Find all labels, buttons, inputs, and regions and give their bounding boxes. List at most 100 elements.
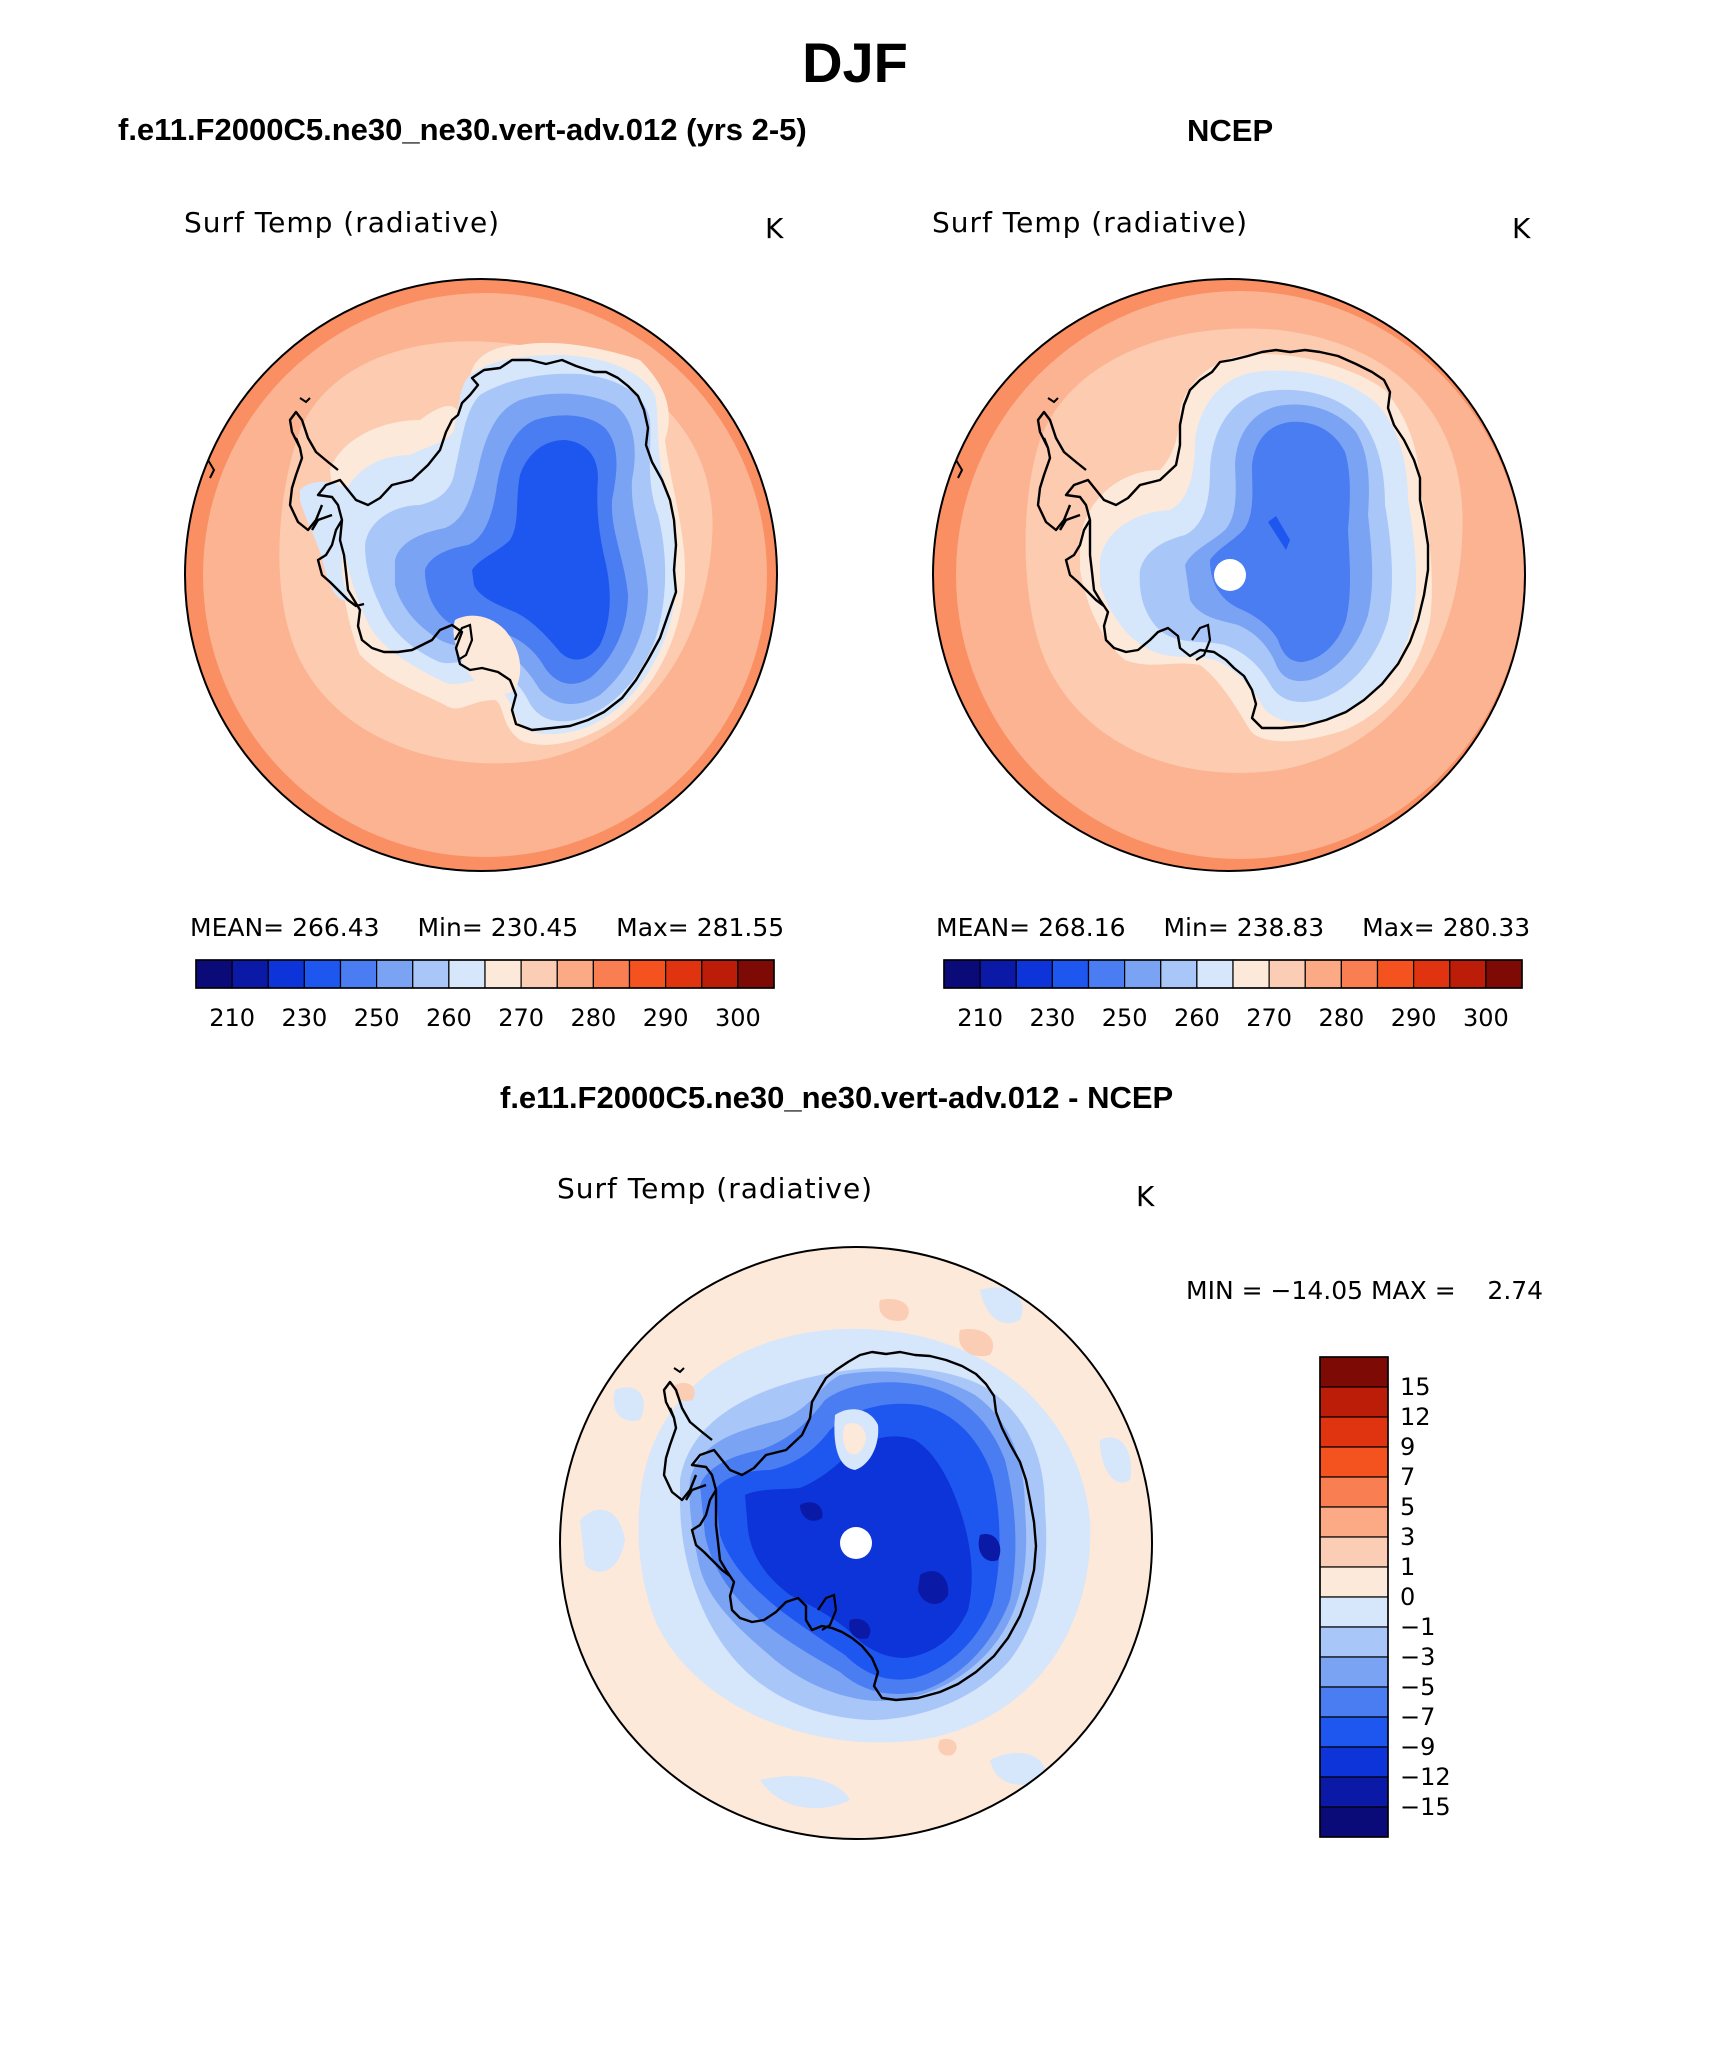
diff-colorbar-swatch bbox=[1319, 1446, 1389, 1478]
diff-colorbar-swatch bbox=[1319, 1686, 1389, 1718]
ncep-ice-deep bbox=[1210, 421, 1350, 662]
diff-ross-coast bbox=[817, 1593, 838, 1631]
diff-colorbar-tick-label: 0 bbox=[1400, 1583, 1415, 1611]
diff-island bbox=[673, 1367, 685, 1374]
ncep-colorbar: 210 230 250 260 270 280 290 300 bbox=[943, 959, 1523, 1032]
ncep-colorbar-tick-label: 230 bbox=[1029, 1004, 1075, 1032]
model-coastline bbox=[316, 358, 678, 732]
ncep-variable-label: Surf Temp (radiative) bbox=[932, 206, 1249, 239]
model-colorbar-swatch bbox=[737, 959, 775, 989]
model-colorbar-tick-label: 260 bbox=[426, 1004, 472, 1032]
diff-colorbar-tick-label: −15 bbox=[1400, 1793, 1451, 1821]
model-max-value: 281.55 bbox=[696, 913, 785, 942]
model-ross-coast bbox=[454, 623, 474, 661]
ncep-colorbar-swatch bbox=[1196, 959, 1234, 989]
ncep-mean-value: 268.16 bbox=[1038, 913, 1126, 942]
model-colorbar-swatch bbox=[520, 959, 558, 989]
ncep-colorbar-swatch bbox=[1232, 959, 1270, 989]
ncep-colorbar-tick-label: 260 bbox=[1174, 1004, 1220, 1032]
ncep-panel-title: NCEP bbox=[1187, 113, 1274, 148]
model-mean-label: MEAN= bbox=[190, 913, 285, 942]
model-units-label: K bbox=[765, 212, 785, 245]
diff-colorbar-tick-label: −9 bbox=[1400, 1733, 1435, 1761]
diff-units-label: K bbox=[1136, 1180, 1156, 1213]
model-colorbar-swatch bbox=[484, 959, 522, 989]
diff-colorbar-tick-label: 3 bbox=[1400, 1523, 1415, 1551]
diff-colorbar-swatch bbox=[1319, 1416, 1389, 1448]
model-colorbar-swatch bbox=[556, 959, 594, 989]
model-colorbar-swatch bbox=[592, 959, 631, 989]
diff-colorbar-frame bbox=[1319, 1356, 1389, 1838]
diff-peninsula-coast bbox=[662, 1380, 731, 1577]
model-island-2 bbox=[207, 459, 216, 479]
model-colorbar-swatch bbox=[267, 959, 305, 989]
ncep-peninsula-coast bbox=[1036, 410, 1105, 607]
diff-colorbar-swatch bbox=[1319, 1476, 1389, 1508]
diff-level-9 bbox=[978, 1534, 1001, 1562]
ncep-map-border bbox=[932, 278, 1526, 872]
diff-colorbar-swatch bbox=[1319, 1716, 1389, 1748]
model-colorbar-tick-label: 280 bbox=[570, 1004, 616, 1032]
diff-colorbar-tick-label: 7 bbox=[1400, 1463, 1415, 1491]
ncep-island bbox=[1047, 397, 1059, 404]
diff-colorbar-swatch bbox=[1319, 1566, 1389, 1598]
model-colorbar-tick-label: 210 bbox=[209, 1004, 255, 1032]
model-colorbar-swatch bbox=[628, 959, 667, 989]
diff-light-blob-5 bbox=[990, 1752, 1046, 1785]
ncep-colorbar-tick-label: 250 bbox=[1102, 1004, 1148, 1032]
diff-warm-blob-1 bbox=[959, 1329, 994, 1357]
ncep-min-label: Min= bbox=[1163, 913, 1229, 942]
model-variable-label: Surf Temp (radiative) bbox=[184, 206, 501, 239]
diff-colorbar-swatch bbox=[1319, 1596, 1389, 1628]
diff-variable-label: Surf Temp (radiative) bbox=[557, 1172, 874, 1205]
ncep-ice-core bbox=[1268, 516, 1290, 550]
diff-colorbar-swatch bbox=[1319, 1536, 1389, 1568]
ncep-coastline bbox=[1064, 348, 1430, 730]
diff-panel-title: f.e11.F2000C5.ne30_ne30.vert-adv.012 - N… bbox=[500, 1080, 1174, 1115]
model-colorbar-swatch bbox=[303, 959, 342, 989]
diff-warm-plateau-inner bbox=[843, 1423, 866, 1455]
diff-colorbar-tick-label: 9 bbox=[1400, 1433, 1415, 1461]
diff-colorbar-swatch bbox=[1319, 1806, 1389, 1838]
model-colorbar-swatch bbox=[195, 959, 233, 989]
ncep-colorbar-swatch bbox=[1160, 959, 1198, 989]
model-min-label: Min= bbox=[417, 913, 483, 942]
ncep-colorbar-tick-label: 290 bbox=[1391, 1004, 1437, 1032]
ncep-colorbar-tick-label: 300 bbox=[1463, 1004, 1509, 1032]
diff-light-blob-1 bbox=[580, 1509, 625, 1572]
ncep-max-label: Max= bbox=[1362, 913, 1435, 942]
diff-colorbar-swatch bbox=[1319, 1746, 1389, 1778]
diff-light-blob-6 bbox=[613, 1387, 644, 1421]
diff-light-blob-4 bbox=[760, 1776, 850, 1809]
diff-colorbar-tick-label: −3 bbox=[1400, 1643, 1435, 1671]
ncep-max-value: 280.33 bbox=[1442, 913, 1531, 942]
ncep-colorbar-swatch bbox=[1304, 959, 1342, 989]
diff-map-border bbox=[559, 1246, 1153, 1840]
model-colorbar-swatch bbox=[701, 959, 739, 989]
model-colorbar-frame bbox=[195, 959, 775, 989]
ncep-map bbox=[933, 279, 1525, 871]
diff-level-7 bbox=[800, 1502, 823, 1521]
diff-colorbar-tick-label: 5 bbox=[1400, 1493, 1415, 1521]
ncep-colorbar-swatch bbox=[1376, 959, 1415, 989]
ncep-island-2 bbox=[955, 459, 964, 479]
diff-colorbar-swatch bbox=[1319, 1656, 1389, 1688]
diff-light-blob-3 bbox=[1100, 1437, 1131, 1483]
model-map-border bbox=[184, 278, 778, 872]
model-min-value: 230.45 bbox=[490, 913, 579, 942]
model-colorbar: 210 230 250 260 270 280 290 300 bbox=[195, 959, 775, 1032]
ncep-colorbar-swatch bbox=[979, 959, 1017, 989]
model-colorbar-tick-label: 230 bbox=[281, 1004, 327, 1032]
ncep-colorbar-frame bbox=[943, 959, 1523, 989]
model-island bbox=[299, 397, 311, 404]
model-colorbar-tick-label: 250 bbox=[354, 1004, 400, 1032]
ncep-colorbar-swatch bbox=[1051, 959, 1090, 989]
diff-colorbar-tick-label: −5 bbox=[1400, 1673, 1435, 1701]
diff-level-8 bbox=[849, 1618, 871, 1639]
ncep-stats: MEAN= 268.16 Min= 238.83 Max= 280.33 bbox=[936, 913, 1530, 942]
ncep-colorbar-swatch bbox=[1413, 959, 1451, 989]
diff-colorbar-swatch bbox=[1319, 1386, 1389, 1418]
ncep-colorbar-swatch bbox=[1268, 959, 1306, 989]
